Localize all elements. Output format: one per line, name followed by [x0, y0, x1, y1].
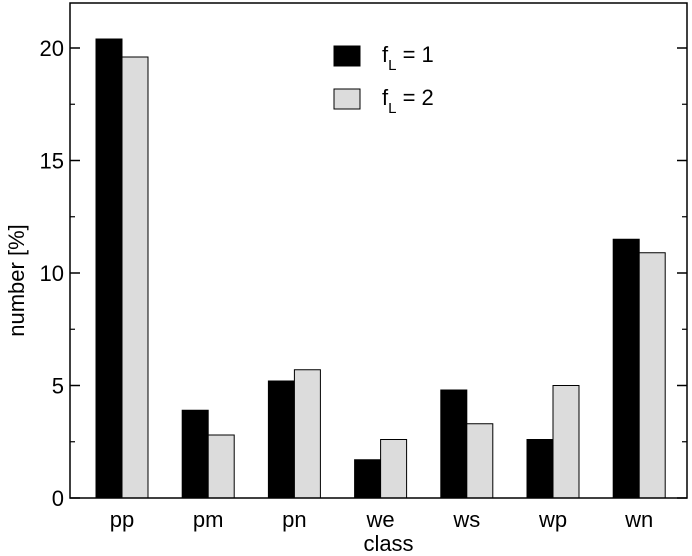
bar-pp-series-1	[95, 38, 123, 499]
bar-pn-series-1	[267, 380, 295, 499]
legend-label-2: fL = 2	[382, 85, 434, 117]
x-axis-label: class	[363, 531, 413, 556]
legend-swatch-1	[333, 45, 361, 67]
bar-pn-series-2	[293, 369, 321, 499]
legend-swatch-2	[333, 88, 361, 110]
legend-label-1: fL = 1	[382, 42, 434, 74]
bar-pm-series-1	[181, 409, 209, 499]
x-tick-label-wn: wn	[624, 507, 653, 532]
bar-ws-series-2	[466, 423, 494, 499]
x-tick-label-pm: pm	[193, 507, 224, 532]
bar-wn-series-2	[638, 252, 666, 499]
bar-ws-series-1	[440, 389, 468, 499]
y-axis: 0 5 10 15 20	[40, 36, 687, 511]
bars-layer	[95, 38, 666, 499]
y-tick-label-15: 15	[40, 149, 64, 174]
y-axis-label: number [%]	[4, 224, 29, 337]
y-tick-label-0: 0	[52, 486, 64, 511]
legend: fL = 1 fL = 2	[333, 42, 434, 117]
x-tick-label-ws: ws	[452, 507, 480, 532]
x-tick-label-wp: wp	[538, 507, 567, 532]
x-tick-label-pn: pn	[282, 507, 306, 532]
y-tick-label-20: 20	[40, 36, 64, 61]
bar-wp-series-2	[552, 385, 580, 499]
bar-we-series-2	[380, 439, 408, 499]
plot-frame	[69, 2, 688, 499]
bar-pp-series-2	[121, 56, 149, 499]
x-tick-label-we: we	[366, 507, 395, 532]
y-tick-label-5: 5	[52, 374, 64, 399]
x-tick-label-pp: pp	[110, 507, 134, 532]
y-tick-label-10: 10	[40, 261, 64, 286]
bar-we-series-1	[354, 459, 382, 499]
bar-pm-series-2	[207, 434, 235, 499]
x-axis: pp pm pn we ws wp wn	[110, 507, 654, 532]
bar-wn-series-1	[612, 238, 640, 499]
bar-wp-series-1	[526, 439, 554, 499]
